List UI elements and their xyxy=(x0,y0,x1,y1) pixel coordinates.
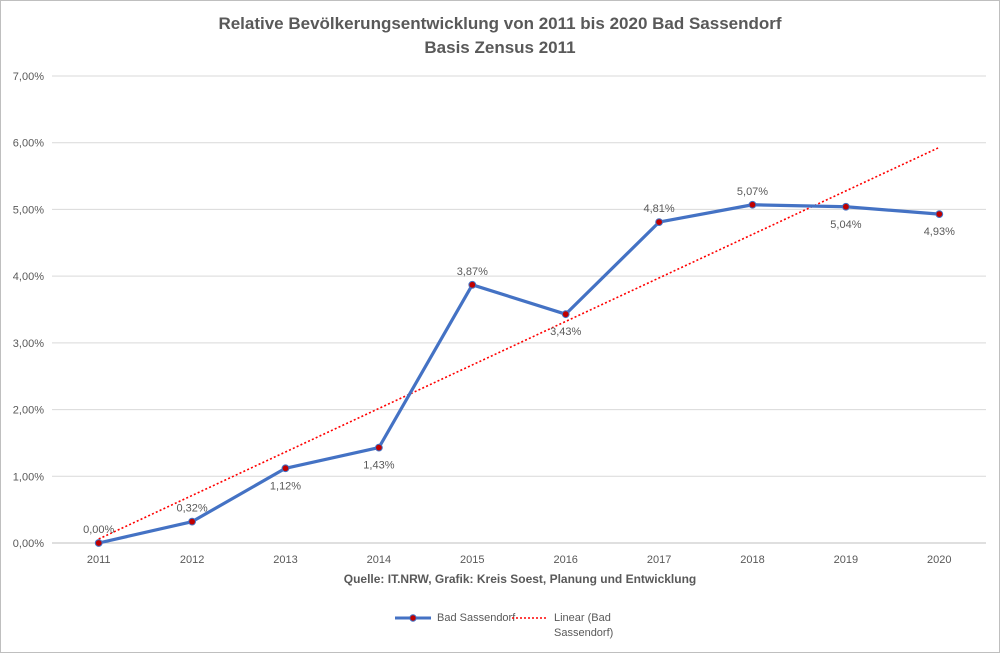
legend-item-bad-sassendorf: Bad Sassendorf xyxy=(393,611,527,626)
data-label: 3,87% xyxy=(457,266,488,278)
data-label: 4,93% xyxy=(924,226,955,238)
data-label: 1,12% xyxy=(270,480,301,492)
data-label: 0,32% xyxy=(176,503,207,515)
chart-title: Relative Bevölkerungsentwicklung von 201… xyxy=(218,14,782,33)
y-tick-label: 6,00% xyxy=(13,138,44,150)
y-tick-label: 3,00% xyxy=(13,338,44,350)
chart-subtitle: Basis Zensus 2011 xyxy=(424,38,576,57)
legend-label-linear-trend: Linear (Bad Sassendorf) xyxy=(554,612,614,639)
x-tick-label: 2012 xyxy=(180,554,204,566)
data-series xyxy=(98,203,940,545)
data-point xyxy=(655,218,663,227)
x-tick-label: 2014 xyxy=(367,554,391,566)
x-tick-label: 2018 xyxy=(740,554,764,566)
x-axis-tick-labels: 2011 2012 2013 2014 2015 2016 2017 2018 2019 2020 xyxy=(87,554,952,566)
line-chart: 0,00% 1,00% 2,00% 3,00% 4,00% 5,00% 6,00% 7,00%… xyxy=(13,71,986,586)
data-point xyxy=(935,210,944,218)
x-tick-label: 2015 xyxy=(460,554,484,566)
legend-swatch-solid-line xyxy=(395,614,431,622)
data-label: 5,07% xyxy=(737,186,768,198)
x-tick-label: 2019 xyxy=(834,554,858,566)
data-point xyxy=(188,517,197,526)
y-tick-label: 7,00% xyxy=(13,71,44,83)
legend-label-bad-sassendorf: Bad Sassendorf xyxy=(437,612,516,624)
x-tick-label: 2020 xyxy=(927,554,951,566)
legend-item-linear-trend: Linear (Bad Sassendorf) xyxy=(510,611,644,641)
linear-trendline xyxy=(98,146,940,540)
legend-swatch-dotted-line xyxy=(512,617,548,619)
y-axis-tick-labels: 0,00% 1,00% 2,00% 3,00% 4,00% 5,00% 6,00% 7,00% xyxy=(13,71,44,550)
series-line-bad-sassendorf xyxy=(98,203,940,545)
x-tick-label: 2017 xyxy=(647,554,671,566)
data-label: 4,81% xyxy=(643,203,674,215)
y-tick-label: 2,00% xyxy=(13,405,44,417)
y-tick-label: 4,00% xyxy=(13,271,44,283)
data-point xyxy=(842,202,850,211)
x-axis-label: Quelle: IT.NRW, Grafik: Kreis Soest, Pla… xyxy=(344,572,697,586)
data-point xyxy=(468,280,477,289)
y-tick-label: 5,00% xyxy=(13,204,44,216)
data-label: 0,00% xyxy=(83,524,114,536)
trendline xyxy=(98,146,940,540)
data-label: 3,43% xyxy=(550,326,581,338)
data-points xyxy=(94,200,944,547)
data-point xyxy=(561,310,570,319)
y-tick-label: 1,00% xyxy=(13,471,44,483)
data-point xyxy=(375,443,383,452)
data-point xyxy=(94,539,103,547)
data-point xyxy=(281,464,290,473)
data-label: 5,04% xyxy=(830,219,861,231)
x-tick-label: 2013 xyxy=(273,554,297,566)
legend: Bad Sassendorf Linear (Bad Sassendorf) xyxy=(0,611,1000,651)
data-point xyxy=(748,200,757,209)
x-tick-label: 2016 xyxy=(553,554,577,566)
data-label: 1,43% xyxy=(363,460,394,472)
x-tick-label: 2011 xyxy=(87,554,111,566)
y-tick-label: 0,00% xyxy=(13,538,44,550)
data-labels: 0,00% 0,32% 1,12% 1,43% 3,87% 3,43% 4,81% 5,07%… xyxy=(83,186,955,536)
gridlines xyxy=(52,75,986,544)
